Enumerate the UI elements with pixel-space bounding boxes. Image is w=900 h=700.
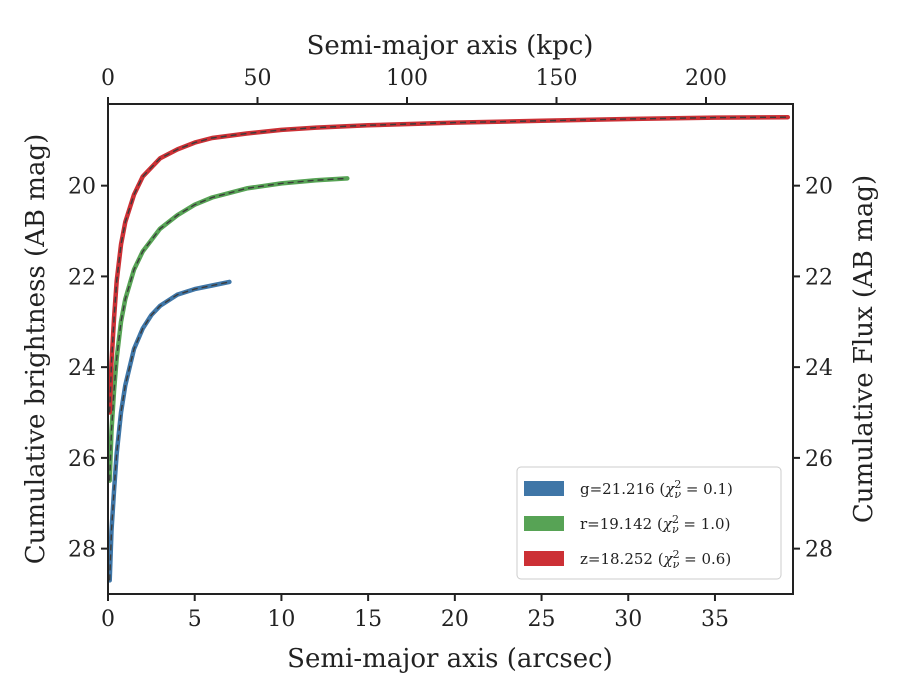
legend: g=21.216 (χ2 ν = 0.1) r=19.142 (χ2 ν = 1.0)… (516, 466, 782, 580)
x-tick-label: 35 (701, 607, 729, 632)
x-tick-label: 20 (441, 607, 469, 632)
model-fit-line (109, 116, 788, 413)
legend-swatch (524, 481, 564, 496)
legend-box (516, 466, 782, 580)
plot-frame (107, 103, 794, 595)
top-x-tick-label: 0 (101, 66, 115, 91)
legend-label: z=18.252 (χ2 ν = 0.6) (580, 548, 731, 571)
series-line (107, 114, 791, 415)
x-tick-label: 5 (188, 607, 202, 632)
y-tick-label: 20 (68, 175, 96, 200)
legend-swatch (524, 516, 564, 531)
series-line (107, 176, 350, 483)
top-x-tick-label: 100 (386, 66, 428, 91)
top-x-tick-label: 150 (535, 66, 577, 91)
model-fit-line (109, 177, 348, 481)
y-tick-label: 28 (68, 538, 96, 563)
plot-lines (107, 114, 791, 583)
right-y-axis-ticks: 20 22 24 26 28 (793, 175, 833, 563)
right-y-tick-label: 28 (805, 538, 833, 563)
top-x-axis-ticks: 0 50 100 150 200 (101, 66, 727, 104)
series-line (107, 279, 232, 583)
top-x-tick-label: 50 (243, 66, 271, 91)
right-y-tick-label: 22 (805, 265, 833, 290)
y-tick-label: 26 (68, 447, 96, 472)
legend-label: g=21.216 (χ2 ν = 0.1) (580, 478, 733, 501)
right-y-axis-label: Cumulative Flux (AB mag) (849, 175, 879, 523)
x-axis-ticks: 0 5 10 15 20 25 30 35 (101, 594, 729, 632)
legend-swatch (524, 551, 564, 566)
y-tick-label: 24 (68, 356, 96, 381)
x-tick-label: 0 (101, 607, 115, 632)
right-y-tick-label: 24 (805, 356, 833, 381)
right-y-tick-label: 20 (805, 175, 833, 200)
y-tick-label: 22 (68, 265, 96, 290)
y-axis-label: Cumulative brightness (AB mag) (21, 134, 51, 565)
top-x-axis-label: Semi-major axis (kpc) (307, 31, 594, 61)
right-y-tick-label: 26 (805, 447, 833, 472)
x-tick-label: 25 (528, 607, 556, 632)
x-tick-label: 15 (354, 607, 382, 632)
top-x-tick-label: 200 (685, 66, 727, 91)
y-axis-ticks: 20 22 24 26 28 (68, 175, 108, 563)
x-axis-label: Semi-major axis (arcsec) (287, 644, 613, 674)
model-fit-line (109, 281, 230, 581)
legend-label: r=19.142 (χ2 ν = 1.0) (580, 513, 730, 536)
x-tick-label: 10 (267, 607, 295, 632)
x-tick-label: 30 (614, 607, 642, 632)
